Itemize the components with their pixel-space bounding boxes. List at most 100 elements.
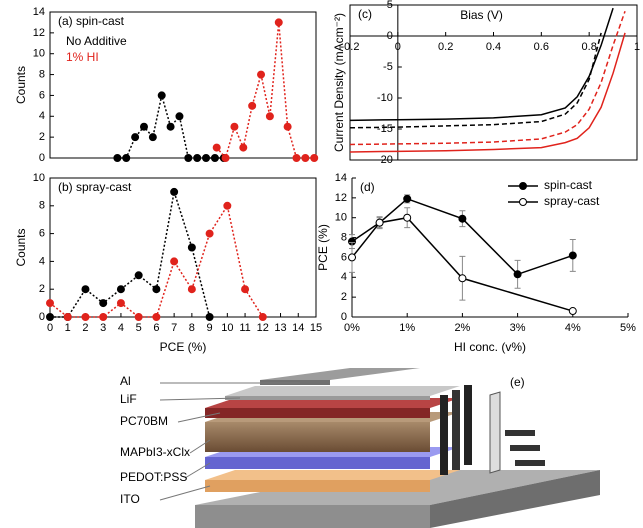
y-tick-label: 14 bbox=[335, 172, 347, 184]
data-point bbox=[274, 18, 283, 27]
x-tick-label: 7 bbox=[171, 322, 177, 334]
x-tick-label: 0 bbox=[47, 322, 53, 334]
data-point bbox=[152, 313, 161, 321]
legend-label: spray-cast bbox=[544, 194, 600, 208]
series-line bbox=[349, 32, 602, 129]
data-point bbox=[348, 253, 356, 262]
data-point bbox=[202, 154, 211, 162]
y-tick-label: 10 bbox=[33, 172, 45, 184]
data-point bbox=[139, 122, 148, 131]
substrate-side bbox=[430, 470, 600, 528]
electrode bbox=[464, 385, 472, 465]
data-point bbox=[81, 285, 90, 294]
x-tick-label: 0 bbox=[395, 41, 401, 53]
data-point bbox=[175, 112, 184, 121]
data-point bbox=[458, 274, 467, 283]
data-point bbox=[221, 154, 230, 162]
data-point bbox=[568, 307, 577, 316]
x-tick-label: 1% bbox=[399, 322, 415, 334]
y-tick-label: 8 bbox=[39, 68, 45, 80]
substrate-front bbox=[195, 505, 430, 528]
pedot-front bbox=[205, 457, 430, 469]
data-point bbox=[170, 187, 179, 196]
y-tick-label: 10 bbox=[33, 48, 45, 60]
x-tick-label: 12 bbox=[257, 322, 269, 334]
y-axis-label: Counts bbox=[14, 228, 28, 266]
y-tick-label: 8 bbox=[39, 200, 45, 212]
series-line bbox=[49, 203, 264, 318]
data-point bbox=[113, 154, 122, 162]
data-point bbox=[239, 143, 248, 152]
data-point bbox=[116, 285, 125, 294]
y-tick-label: 2 bbox=[341, 291, 347, 303]
data-point bbox=[292, 154, 301, 162]
data-point bbox=[403, 194, 412, 203]
x-tick-label: 0.6 bbox=[534, 41, 549, 53]
data-point bbox=[157, 91, 166, 100]
data-point bbox=[375, 218, 384, 227]
data-point bbox=[241, 285, 250, 294]
data-point bbox=[187, 243, 196, 252]
chart-panel: 0 2 4 6 8 10 12 14 (a) spin-cast Counts No Additiv… bbox=[14, 6, 319, 164]
data-point bbox=[223, 201, 232, 210]
contact bbox=[489, 391, 501, 474]
y-tick-label: -20 bbox=[377, 154, 393, 166]
x-tick-label: 0.2 bbox=[438, 41, 453, 53]
x-tick-label: 0.4 bbox=[486, 41, 501, 53]
x-tick-label: 0.8 bbox=[582, 41, 597, 53]
y-tick-label: 12 bbox=[33, 27, 45, 39]
data-point bbox=[568, 251, 577, 260]
data-point bbox=[258, 313, 267, 321]
x-tick-label: 5% bbox=[620, 322, 636, 334]
leader bbox=[159, 397, 241, 401]
device-diagram: Al LiF PC70BM MAPbI3-xClx PEDOT:PSS ITO … bbox=[120, 368, 600, 528]
layer-label: MAPbI3-xClx bbox=[120, 445, 190, 459]
x-tick-label: 10 bbox=[221, 322, 233, 334]
lif-top bbox=[225, 386, 460, 396]
y-tick-label: 4 bbox=[341, 271, 347, 283]
layer-label: PC70BM bbox=[120, 414, 168, 428]
data-point bbox=[230, 122, 239, 131]
data-point bbox=[257, 70, 266, 79]
y-tick-label: 6 bbox=[39, 89, 45, 101]
legend-marker bbox=[519, 198, 527, 206]
lif-front bbox=[225, 396, 430, 400]
panel-title: (b) spray-cast bbox=[58, 180, 132, 194]
y-tick-label: 12 bbox=[335, 192, 347, 204]
data-point bbox=[212, 143, 221, 152]
legend-marker bbox=[519, 182, 527, 190]
data-point bbox=[148, 133, 157, 142]
y-tick-label: -5 bbox=[383, 61, 393, 73]
finger bbox=[510, 445, 540, 451]
series-line bbox=[349, 32, 626, 153]
x-tick-label: 14 bbox=[292, 322, 304, 334]
leader bbox=[184, 462, 211, 479]
layer-label: ITO bbox=[120, 492, 140, 506]
data-point bbox=[301, 154, 310, 162]
leader bbox=[177, 412, 221, 423]
y-tick-label: 2 bbox=[39, 283, 45, 295]
y-axis-label: Counts bbox=[14, 66, 28, 104]
data-point bbox=[310, 154, 319, 162]
data-point bbox=[99, 313, 108, 321]
data-point bbox=[46, 299, 54, 308]
finger bbox=[505, 430, 535, 436]
x-tick-label: 5 bbox=[136, 322, 142, 334]
y-tick-label: 2 bbox=[39, 131, 45, 143]
y-tick-label: 0 bbox=[39, 152, 45, 164]
data-point bbox=[458, 214, 467, 223]
y-tick-label: 0 bbox=[387, 30, 393, 42]
y-tick-label: 0 bbox=[341, 311, 347, 323]
data-point bbox=[134, 271, 143, 280]
series-line bbox=[50, 191, 211, 318]
plot-frame bbox=[49, 11, 317, 159]
pcbm-front bbox=[205, 408, 430, 418]
y-tick-label: -15 bbox=[377, 123, 393, 135]
x-tick-label: 6 bbox=[153, 322, 159, 334]
x-tick-label: 8 bbox=[189, 322, 195, 334]
data-point bbox=[187, 285, 196, 294]
x-tick-label: 1 bbox=[634, 41, 640, 53]
x-tick-label: 4 bbox=[118, 322, 124, 334]
